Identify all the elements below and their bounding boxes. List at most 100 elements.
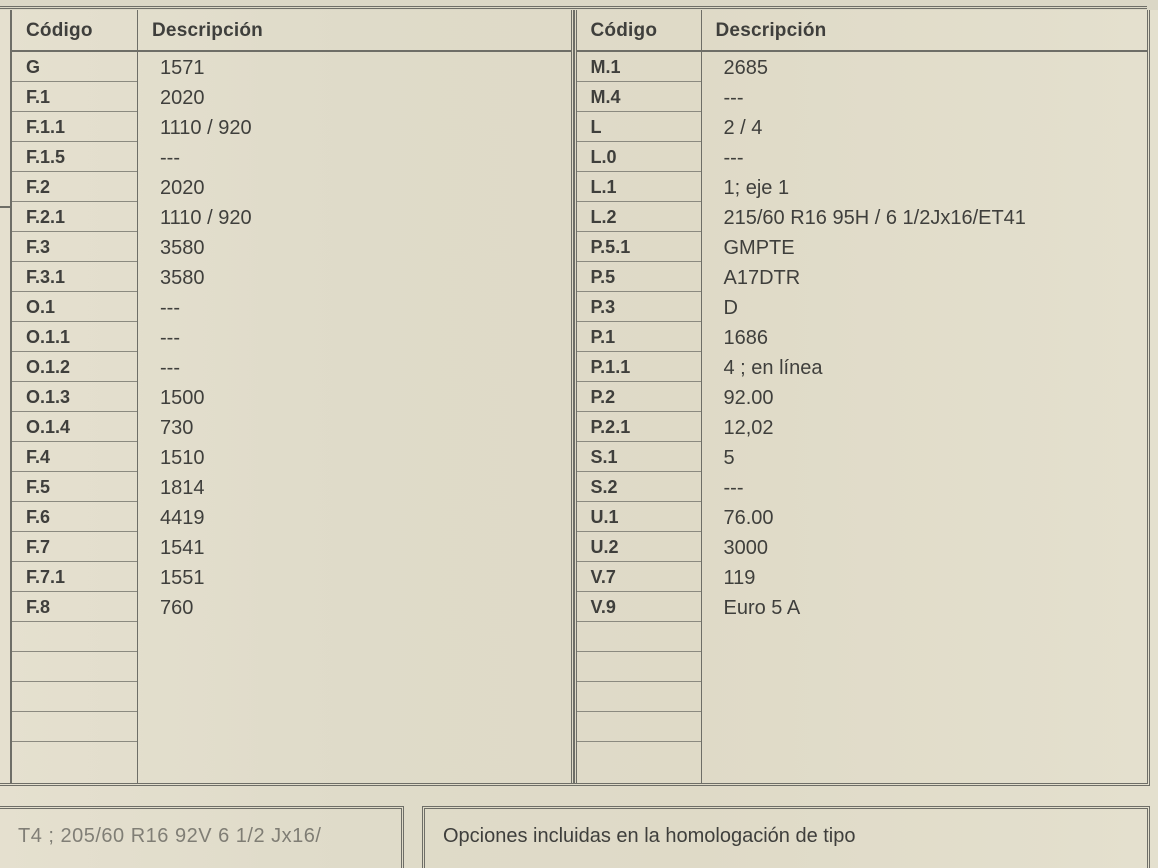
right-pair: Código M.1M.4LL.0L.1L.2P.5.1P.5P.3P.1P.1…: [574, 10, 1148, 783]
left-pair: Código GF.1F.1.1F.1.5F.2F.2.1F.3F.3.1O.1…: [0, 10, 574, 783]
left-code-cells: GF.1F.1.1F.1.5F.2F.2.1F.3F.3.1O.1O.1.1O.…: [12, 52, 137, 742]
col-header-code: Código: [577, 10, 701, 52]
left-code-col: Código GF.1F.1.1F.1.5F.2F.2.1F.3F.3.1O.1…: [10, 10, 138, 783]
desc-cell: ---: [702, 472, 1148, 502]
code-cell: [577, 682, 701, 712]
desc-cell: 2020: [138, 82, 571, 112]
code-cell: O.1: [12, 292, 137, 322]
code-cell: F.3.1: [12, 262, 137, 292]
desc-cell: 1500: [138, 382, 571, 412]
desc-cell: 3580: [138, 262, 571, 292]
left-desc-cells: 157120201110 / 920---20201110 / 92035803…: [138, 52, 571, 742]
code-cell: P.5.1: [577, 232, 701, 262]
bottom-right-title: Opciones incluidas en la homologación de…: [443, 825, 856, 847]
code-cell: S.1: [577, 442, 701, 472]
col-header-code: Código: [12, 10, 137, 52]
desc-cell: Euro 5 A: [702, 592, 1148, 622]
code-cell: L.1: [577, 172, 701, 202]
code-cell: F.5: [12, 472, 137, 502]
desc-cell: 5: [702, 442, 1148, 472]
desc-cell: 1510: [138, 442, 571, 472]
bottom-left-box: T4 ; 205/60 R16 92V 6 1/2 Jx16/: [0, 806, 404, 868]
code-cell: F.7.1: [12, 562, 137, 592]
code-cell: F.8: [12, 592, 137, 622]
code-cell: V.7: [577, 562, 701, 592]
desc-cell: 2 / 4: [702, 112, 1148, 142]
desc-cell: 4 ; en línea: [702, 352, 1148, 382]
desc-cell: [138, 712, 571, 742]
desc-cell: 1110 / 920: [138, 112, 571, 142]
desc-cell: 2020: [138, 172, 571, 202]
code-cell: L: [577, 112, 701, 142]
code-cell: [577, 622, 701, 652]
desc-cell: ---: [138, 292, 571, 322]
desc-cell: 2685: [702, 52, 1148, 82]
desc-cell: 119: [702, 562, 1148, 592]
gutter-split: [0, 206, 12, 208]
col-header-desc: Descripción: [702, 10, 1148, 52]
desc-cell: [138, 682, 571, 712]
code-cell: U.1: [577, 502, 701, 532]
code-cell: F.1.1: [12, 112, 137, 142]
desc-cell: ---: [138, 322, 571, 352]
code-cell: F.1.5: [12, 142, 137, 172]
bottom-crop: T4 ; 205/60 R16 92V 6 1/2 Jx16/ Opciones…: [0, 806, 1150, 868]
code-cell: [12, 712, 137, 742]
code-cell: V.9: [577, 592, 701, 622]
desc-cell: 1686: [702, 322, 1148, 352]
right-desc-col: Descripción 2685---2 / 4---1; eje 1215/6…: [702, 10, 1148, 783]
desc-cell: 76.00: [702, 502, 1148, 532]
code-cell: P.2: [577, 382, 701, 412]
code-cell: U.2: [577, 532, 701, 562]
desc-cell: [702, 712, 1148, 742]
code-cell: O.1.1: [12, 322, 137, 352]
desc-cell: 1; eje 1: [702, 172, 1148, 202]
code-cell: G: [12, 52, 137, 82]
right-code-cells: M.1M.4LL.0L.1L.2P.5.1P.5P.3P.1P.1.1P.2P.…: [577, 52, 701, 742]
desc-cell: 12,02: [702, 412, 1148, 442]
bottom-right-box: Opciones incluidas en la homologación de…: [422, 806, 1150, 868]
desc-cell: ---: [138, 352, 571, 382]
desc-cell: 1541: [138, 532, 571, 562]
code-cell: [577, 712, 701, 742]
code-cell: M.1: [577, 52, 701, 82]
code-cell: P.2.1: [577, 412, 701, 442]
desc-cell: ---: [702, 142, 1148, 172]
desc-cell: [702, 652, 1148, 682]
desc-cell: 1814: [138, 472, 571, 502]
desc-cell: GMPTE: [702, 232, 1148, 262]
desc-cell: 760: [138, 592, 571, 622]
code-cell: M.4: [577, 82, 701, 112]
code-cell: F.2.1: [12, 202, 137, 232]
desc-cell: 1571: [138, 52, 571, 82]
spec-grid: Código GF.1F.1.1F.1.5F.2F.2.1F.3F.3.1O.1…: [0, 10, 1147, 783]
desc-cell: 3000: [702, 532, 1148, 562]
code-cell: P.5: [577, 262, 701, 292]
desc-cell: 1551: [138, 562, 571, 592]
right-code-col: Código M.1M.4LL.0L.1L.2P.5.1P.5P.3P.1P.1…: [574, 10, 702, 783]
code-cell: [577, 652, 701, 682]
code-cell: L.2: [577, 202, 701, 232]
code-cell: O.1.4: [12, 412, 137, 442]
desc-cell: [138, 652, 571, 682]
desc-cell: 4419: [138, 502, 571, 532]
code-cell: P.1.1: [577, 352, 701, 382]
code-cell: [12, 652, 137, 682]
desc-cell: 1110 / 920: [138, 202, 571, 232]
desc-cell: [702, 682, 1148, 712]
code-cell: F.2: [12, 172, 137, 202]
code-cell: F.1: [12, 82, 137, 112]
code-cell: O.1.2: [12, 352, 137, 382]
code-cell: F.4: [12, 442, 137, 472]
desc-cell: 92.00: [702, 382, 1148, 412]
code-cell: F.6: [12, 502, 137, 532]
spec-sheet: Código GF.1F.1.1F.1.5F.2F.2.1F.3F.3.1O.1…: [0, 10, 1150, 786]
desc-cell: A17DTR: [702, 262, 1148, 292]
desc-cell: 730: [138, 412, 571, 442]
desc-cell: [702, 622, 1148, 652]
desc-cell: D: [702, 292, 1148, 322]
desc-cell: [138, 622, 571, 652]
code-cell: [12, 622, 137, 652]
right-desc-cells: 2685---2 / 4---1; eje 1215/60 R16 95H / …: [702, 52, 1148, 742]
col-header-desc: Descripción: [138, 10, 571, 52]
